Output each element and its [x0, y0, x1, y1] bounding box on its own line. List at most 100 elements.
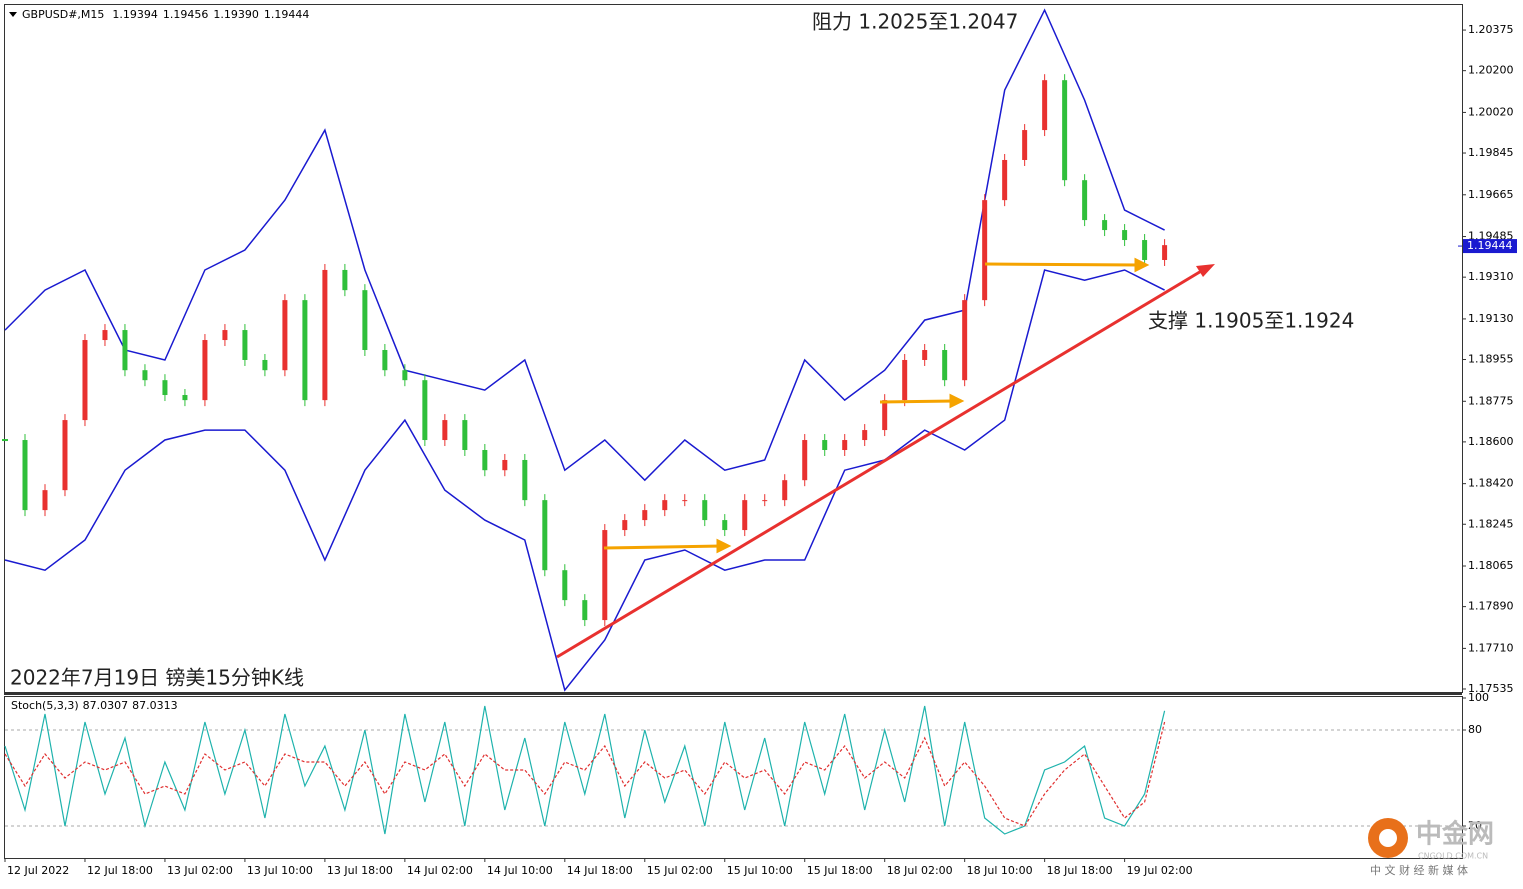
candle	[122, 330, 128, 371]
candle	[762, 500, 768, 502]
y-tick-label: 1.18065	[1468, 559, 1514, 572]
candle	[162, 380, 168, 396]
level-arrow	[984, 262, 1141, 267]
y-tick-label: 1.18955	[1468, 353, 1514, 366]
x-tick-label: 14 Jul 18:00	[567, 864, 633, 877]
candle	[902, 359, 908, 401]
candle	[822, 440, 828, 451]
candle	[302, 300, 308, 401]
candle	[322, 269, 328, 401]
candle	[722, 520, 728, 531]
trend-arrowhead	[1196, 264, 1215, 277]
high: 1.19456	[163, 8, 209, 21]
x-tick-label: 18 Jul 02:00	[887, 864, 953, 877]
stoch-header: Stoch(5,3,3) 87.0307 87.0313	[11, 699, 178, 712]
candle	[442, 420, 448, 441]
candle	[682, 500, 688, 502]
symbol: GBPUSD#,M15	[22, 8, 104, 21]
x-tick-label: 15 Jul 18:00	[807, 864, 873, 877]
open: 1.19394	[112, 8, 158, 21]
candle	[262, 359, 268, 371]
arrowhead	[1134, 257, 1150, 273]
low: 1.19390	[213, 8, 259, 21]
y-tick-label: 1.17535	[1468, 682, 1514, 695]
arrowhead	[949, 393, 965, 409]
candle	[662, 500, 668, 511]
y-tick-label: 1.19845	[1468, 146, 1514, 159]
y-tick-label: 1.20375	[1468, 23, 1514, 36]
slogan: 中 文 财 经 新 媒 体	[1370, 863, 1468, 877]
candle	[602, 530, 608, 621]
candle	[82, 340, 88, 421]
candle	[642, 510, 648, 521]
candle	[802, 440, 808, 481]
candle	[982, 200, 988, 301]
candle	[62, 420, 68, 491]
candle	[522, 459, 528, 501]
stoch-title: Stoch(5,3,3)	[11, 699, 79, 712]
candle	[1102, 220, 1108, 231]
candle	[622, 520, 628, 531]
stoch-line	[4, 721, 1166, 827]
candle	[862, 430, 868, 441]
candle	[382, 350, 388, 371]
candle	[222, 330, 228, 341]
candle	[1002, 159, 1008, 201]
watermark: 中金网 CNGOLD.COM.CN 中 文 财 经 新 媒 体	[1368, 818, 1494, 877]
candle	[502, 459, 508, 471]
candle	[42, 490, 48, 511]
y-tick-label: 1.18775	[1468, 394, 1514, 407]
y-tick-label: 100	[1468, 691, 1489, 704]
candle	[422, 380, 428, 441]
y-tick-label: 1.19130	[1468, 312, 1514, 325]
y-tick-label: 1.17710	[1468, 641, 1514, 654]
y-tick-label: 1.18600	[1468, 435, 1514, 448]
y-tick-label: 20	[1468, 819, 1482, 832]
candle	[1142, 240, 1148, 260]
y-tick-label: 1.19665	[1468, 188, 1514, 201]
candle	[882, 400, 888, 431]
candle	[182, 395, 188, 401]
candle	[742, 500, 748, 531]
candle	[1042, 80, 1048, 131]
candle	[202, 340, 208, 401]
plot-marks: 1.20375 1.20200 1.20020 1.19845 1.19665 1.194…	[2, 8, 1517, 877]
y-tick-label: 1.20020	[1468, 105, 1514, 118]
x-tick-label: 12 Jul 18:00	[87, 864, 153, 877]
candle	[562, 570, 568, 601]
close: 1.19444	[264, 8, 310, 21]
x-tick-label: 14 Jul 10:00	[487, 864, 553, 877]
arrowhead	[716, 538, 732, 554]
y-tick-label: 1.20200	[1468, 64, 1514, 77]
menu-arrow[interactable]	[9, 12, 17, 17]
symbol-header: GBPUSD#,M15 1.19394 1.19456 1.19390 1.19444	[22, 8, 309, 21]
brand: 中金网	[1416, 819, 1494, 850]
x-tick-label: 15 Jul 10:00	[727, 864, 793, 877]
x-tick-label: 18 Jul 10:00	[967, 864, 1033, 877]
x-tick-label: 18 Jul 18:00	[1047, 864, 1113, 877]
last-price-label: 1.19444	[1467, 239, 1513, 252]
level-arrow	[879, 399, 956, 404]
candle	[542, 500, 548, 571]
y-tick-label: 1.18245	[1468, 517, 1514, 530]
candle	[842, 440, 848, 451]
main-panel	[4, 4, 1463, 693]
trend-line	[556, 268, 1204, 659]
candle	[362, 290, 368, 351]
support-note: 支撑 1.1905至1.1924	[1148, 309, 1354, 333]
stoch-line	[4, 705, 1166, 835]
candle	[782, 480, 788, 501]
candle	[102, 330, 108, 341]
candle	[1082, 180, 1088, 221]
stoch-panel	[4, 696, 1463, 859]
level-arrows	[603, 257, 1150, 554]
candle	[1122, 230, 1128, 241]
candle	[922, 350, 928, 360]
site: CNGOLD.COM.CN	[1418, 852, 1488, 861]
candle	[962, 300, 968, 381]
candle	[142, 370, 148, 381]
x-tick-label: 15 Jul 02:00	[647, 864, 713, 877]
candle	[1022, 130, 1028, 160]
